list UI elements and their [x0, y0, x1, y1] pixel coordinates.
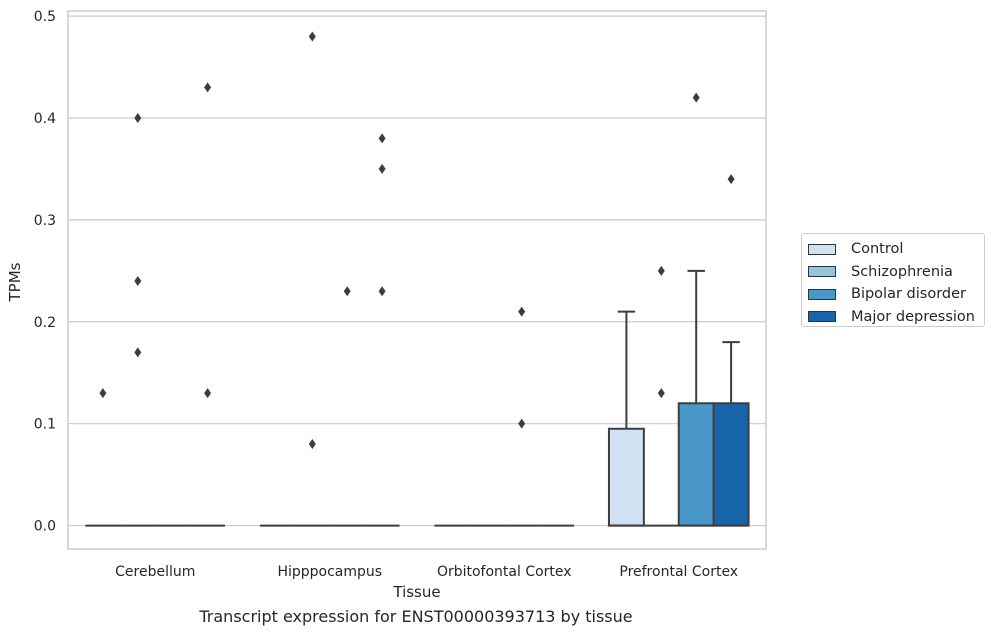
x-tick-label: Cerebellum: [115, 564, 195, 580]
outlier-point: [378, 133, 386, 144]
legend-swatch: [808, 243, 836, 255]
y-tick-label: 0.2: [34, 315, 56, 331]
chart-caption: Transcript expression for ENST0000039371…: [199, 607, 633, 626]
plot-marks: [85, 31, 750, 527]
box-2-2: [504, 306, 540, 527]
legend-item: Bipolar disorder: [808, 283, 984, 306]
outlier-point: [204, 82, 212, 93]
outlier-point: [378, 163, 386, 174]
box-1-3: [364, 133, 400, 527]
outlier-point: [134, 347, 142, 358]
outlier-point: [204, 388, 212, 399]
outlier-point: [308, 439, 316, 450]
y-tick-label: 0.0: [34, 519, 56, 535]
y-tick-label: 0.1: [34, 417, 56, 433]
legend-label: Control: [851, 241, 904, 258]
outlier-point: [134, 276, 142, 287]
legend-swatch: [808, 288, 836, 300]
outlier-point: [378, 286, 386, 297]
box-1-2: [329, 286, 365, 527]
box: [677, 402, 715, 527]
y-tick-label: 0.3: [34, 213, 56, 229]
x-axis-title: Tissue: [392, 583, 440, 601]
outlier-point: [518, 418, 526, 429]
legend-item: Control: [808, 238, 984, 261]
legend-swatch: [808, 266, 836, 278]
outlier-point: [692, 92, 700, 103]
legend-label: Bipolar disorder: [851, 286, 966, 303]
y-tick-label: 0.5: [34, 9, 56, 25]
box-0-0: [85, 388, 121, 527]
outlier-point: [518, 306, 526, 317]
y-tick-label: 0.4: [34, 111, 56, 127]
box-3-1: [643, 265, 679, 527]
box-1-1: [294, 31, 330, 527]
x-tick-labels: Cerebellum Hipppocampus Orbitofontal Corte…: [115, 564, 738, 580]
legend-label: Major depression: [851, 308, 975, 325]
box-3-0: [607, 310, 645, 527]
x-tick-label: Prefrontal Cortex: [619, 564, 738, 580]
outlier-point: [308, 31, 316, 42]
outlier-point: [134, 112, 142, 123]
y-tick-labels: 0.0 0.1 0.2 0.3 0.4 0.5: [34, 9, 56, 534]
x-tick-label: Hipppocampus: [277, 564, 382, 580]
legend-label: Schizophrenia: [851, 263, 953, 280]
outlier-point: [99, 388, 107, 399]
box-3-2: [677, 92, 715, 527]
legend-item: Schizophrenia: [808, 261, 984, 284]
x-tick-label: Orbitofontal Cortex: [437, 564, 572, 580]
outlier-point: [343, 286, 351, 297]
box-0-1: [120, 112, 156, 527]
outlier-point: [727, 174, 735, 185]
box-0-3: [190, 82, 226, 527]
legend-item: Major depression: [808, 306, 984, 329]
plot-frame: [67, 10, 767, 550]
legend: Control Schizophrenia Bipolar disorder Majo…: [801, 233, 985, 327]
legend-swatch: [808, 311, 836, 323]
y-axis-title: TPMs: [6, 262, 24, 302]
box-3-3: [712, 174, 750, 527]
outlier-point: [657, 388, 665, 399]
box: [712, 402, 750, 527]
outlier-point: [657, 265, 665, 276]
box: [607, 427, 645, 527]
